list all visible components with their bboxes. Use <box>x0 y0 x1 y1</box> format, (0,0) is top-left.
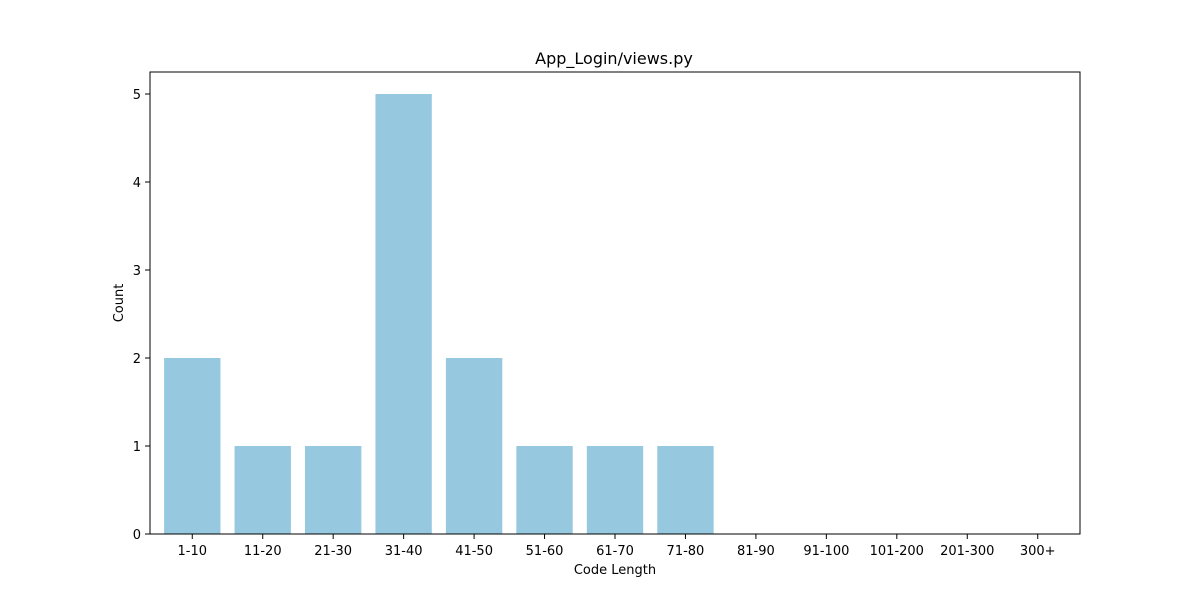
x-tick-label: 61-70 <box>596 544 634 559</box>
x-axis-ticks: 1-10 11-20 21-30 31-40 41-50 51-60 61-70 71-80 8… <box>178 534 1056 559</box>
x-tick-label: 41-50 <box>455 544 493 559</box>
bar-31-40 <box>375 94 432 534</box>
x-tick-label: 91-100 <box>803 544 849 559</box>
bar-11-20 <box>234 446 291 534</box>
chart-title: App_Login/views.py <box>535 49 693 69</box>
bar-51-60 <box>516 446 573 534</box>
y-tick-label: 2 <box>133 352 141 367</box>
x-tick-label: 81-90 <box>737 544 775 559</box>
y-tick-label: 0 <box>133 528 141 543</box>
x-tick-label: 51-60 <box>526 544 564 559</box>
x-tick-label: 300+ <box>1020 544 1056 559</box>
y-tick-label: 1 <box>133 440 141 455</box>
plot-frame <box>149 71 1081 535</box>
x-tick-label: 71-80 <box>667 544 705 559</box>
x-tick-label: 11-20 <box>244 544 282 559</box>
y-tick-label: 4 <box>133 176 141 191</box>
bar-61-70 <box>586 446 644 534</box>
x-tick-label: 21-30 <box>314 544 352 559</box>
x-tick-label: 31-40 <box>385 544 423 559</box>
y-tick-label: 3 <box>133 264 141 279</box>
bar-1-10 <box>164 358 221 534</box>
x-axis-label: Code Length <box>574 563 656 578</box>
x-tick-label: 1-10 <box>178 544 208 559</box>
y-axis-ticks: 0 1 2 3 4 5 <box>133 88 150 543</box>
y-tick-label: 5 <box>133 88 141 103</box>
bar-21-30 <box>305 446 362 534</box>
bar-71-80 <box>657 446 714 534</box>
bar-41-50 <box>445 358 503 534</box>
y-axis-label: Count <box>112 284 127 323</box>
x-tick-label: 101-200 <box>870 544 924 559</box>
bars-group <box>164 94 714 534</box>
x-tick-label: 201-300 <box>940 544 994 559</box>
